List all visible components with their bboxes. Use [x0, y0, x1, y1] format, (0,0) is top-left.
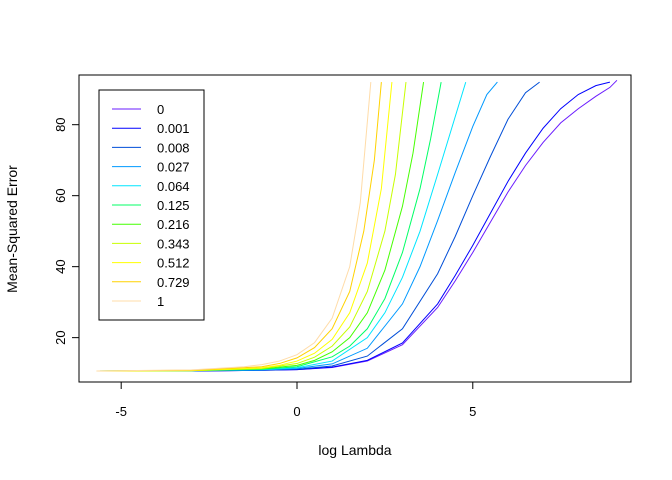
series-line-10 [96, 82, 372, 372]
y-axis: 20 40 60 80 [53, 117, 80, 345]
series-group [96, 79, 618, 372]
legend-label: 0.343 [157, 236, 190, 251]
legend-label: 0.216 [157, 217, 190, 232]
y-axis-title: Mean-Squared Error [4, 165, 20, 293]
y-tick-label: 80 [53, 117, 68, 131]
x-tick-label: 0 [293, 404, 300, 419]
series-line-8 [96, 82, 393, 372]
y-tick-label: 60 [53, 188, 68, 202]
y-tick-label: 40 [53, 259, 68, 273]
legend-label: 0.064 [157, 179, 190, 194]
legend-label: 0.027 [157, 160, 190, 175]
x-tick-label: -5 [115, 404, 127, 419]
series-line-9 [96, 82, 382, 372]
x-tick-label: 5 [469, 404, 476, 419]
legend-label: 0.512 [157, 256, 190, 271]
legend-label: 0 [157, 102, 164, 117]
legend-label: 0.008 [157, 140, 190, 155]
legend: 0 0.001 0.008 0.027 0.064 0.125 0.216 0.343 0.51… [98, 89, 205, 321]
legend-label: 1 [157, 294, 164, 309]
x-axis: -5 0 5 [115, 381, 476, 419]
legend-label: 0.729 [157, 275, 190, 290]
y-tick-label: 20 [53, 330, 68, 344]
legend-label: 0.125 [157, 198, 190, 213]
legend-label: 0.001 [157, 121, 190, 136]
x-axis-title: log Lambda [318, 442, 391, 458]
